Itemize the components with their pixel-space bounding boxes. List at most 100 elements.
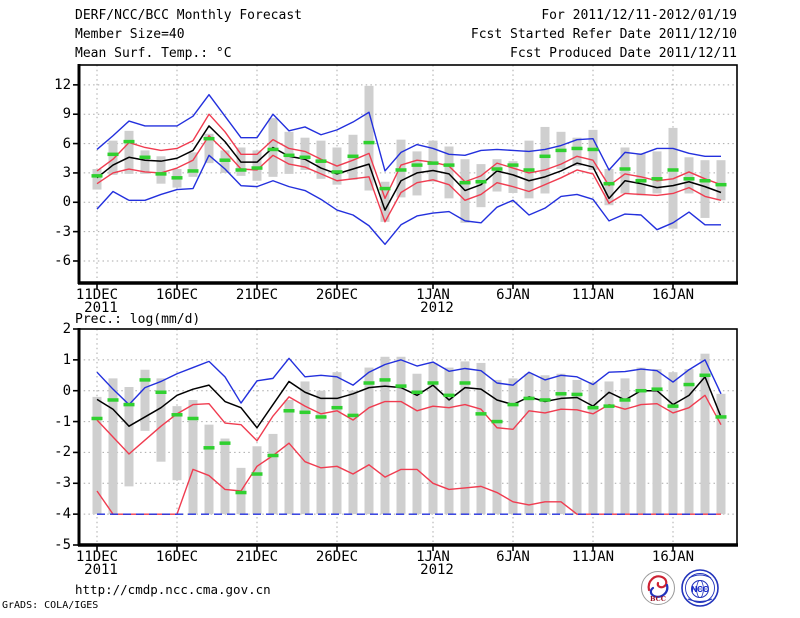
prec-member_spread_gray-bar	[396, 356, 406, 515]
prec-member_spread_gray-bar	[636, 367, 646, 515]
prec-ensemble_mean_black-line	[96, 376, 722, 429]
prec-observation_green-marker	[523, 396, 535, 401]
temp-member_spread_gray-bar	[188, 152, 198, 177]
temp-ensemble_mean_black-line	[96, 125, 722, 211]
temp-observation_green-marker	[315, 159, 327, 163]
temp-observation_green-marker	[651, 177, 663, 181]
temp-observation_green-marker	[347, 154, 359, 159]
temp-observation_green-marker	[107, 152, 119, 157]
temp-member_spread_gray-bar	[652, 151, 662, 194]
temp-observation_green-marker	[331, 170, 343, 174]
temp-blue_upper_bound-line	[96, 93, 721, 172]
bcc-logo: BCC	[641, 571, 675, 605]
prec-observation_green-marker	[107, 398, 119, 402]
temp-observation_green-marker	[699, 179, 711, 183]
prec-observation_green-marker	[203, 446, 215, 450]
source-url: http://cmdp.ncc.cma.gov.cn	[75, 582, 271, 597]
temp-member_spread_gray-bar	[124, 130, 134, 174]
temp-observation_green-marker	[411, 163, 423, 167]
member-size-label: Member Size=40	[75, 27, 185, 42]
ncc-logo-label: NCC	[691, 585, 709, 594]
temp-member_spread_gray-bar	[540, 126, 550, 194]
temp-member_spread_gray-bar	[380, 181, 390, 222]
prec-chart-title: Prec.: log(mm/d)	[75, 312, 201, 327]
prec-member_spread_gray-bar	[588, 382, 598, 515]
prec-observation_green-marker	[299, 410, 311, 415]
ncc-logo-outer-ring	[681, 569, 719, 607]
prec-member_spread_gray-bar	[508, 378, 518, 515]
prec-observation_green-marker	[683, 382, 695, 387]
prec-member_spread_gray-bar	[140, 369, 150, 431]
temp-observation_green-marker	[251, 166, 263, 170]
prec-member_spread_gray-bar	[652, 369, 662, 515]
prec-observation_green-marker	[283, 409, 295, 413]
ncc-banner	[687, 598, 713, 603]
prec-member_spread_gray-bar	[268, 433, 278, 515]
prec-observation_green-marker	[635, 388, 647, 393]
prec-member_spread_gray-bar	[428, 362, 438, 515]
temp-member_spread_gray-bar	[140, 150, 150, 174]
prec-member_spread_gray-bar	[316, 390, 326, 515]
temp-observation_green-marker	[683, 177, 695, 181]
temp-observation_green-marker	[299, 155, 311, 160]
prec-red_upper_quartile-line	[96, 394, 722, 455]
fcst-produced-label: Fcst Produced Date 2011/12/11	[510, 46, 737, 61]
temp-observation_green-marker	[507, 163, 519, 167]
ncc-logo-inner-ring	[685, 573, 715, 603]
temp-member_spread_gray-bar	[492, 159, 502, 192]
prec-member_spread_gray-bar	[348, 390, 358, 515]
temp-observation_green-marker	[283, 153, 295, 158]
prec-member_spread_gray-bar	[380, 356, 390, 515]
prec-observation_green-marker	[651, 387, 663, 391]
prec-observation_green-marker	[715, 415, 727, 419]
prec-member_spread_gray-bar	[252, 446, 262, 515]
prec-member_spread_gray-bar	[700, 353, 710, 515]
prec-member_spread_gray-bar	[684, 369, 694, 515]
temp-member_spread_gray-bar	[252, 150, 262, 181]
prec-observation_green-marker	[587, 405, 599, 410]
prec-observation_green-marker	[251, 472, 263, 476]
prec-observation_green-marker	[667, 404, 679, 408]
temp-member_spread_gray-bar	[508, 161, 518, 193]
temp-observation_green-marker	[139, 155, 151, 160]
temp-member_spread_gray-bar	[572, 137, 582, 167]
prec-member_spread_gray-bar	[604, 381, 614, 515]
prec-observation_green-marker	[347, 413, 359, 418]
prec-chart	[73, 328, 738, 551]
prec-member_spread_gray-bar	[412, 373, 422, 515]
prec-observation_green-marker	[475, 412, 487, 416]
temp-observation_green-marker	[363, 140, 375, 145]
prec-member_spread_gray-bar	[556, 373, 566, 515]
temp-member_spread_gray-bar	[476, 164, 486, 208]
temp-observation_green-marker	[459, 180, 471, 185]
temp-observation_green-marker	[379, 186, 391, 191]
temp-member_spread_gray-bar	[92, 169, 102, 190]
temp-observation_green-marker	[555, 148, 567, 153]
prec-observation_green-marker	[699, 373, 711, 378]
prec-observation_green-marker	[267, 453, 279, 458]
prec-observation_green-marker	[539, 398, 551, 402]
temp-red_lower_quartile-line	[96, 135, 722, 223]
temp-member_spread_gray-bar	[364, 85, 374, 191]
grads-credit: GrADS: COLA/IGES	[2, 600, 99, 611]
page-title: DERF/NCC/BCC Monthly Forecast	[75, 8, 302, 23]
prec-member_spread_gray-bar	[364, 367, 374, 515]
temp-observation_green-marker	[267, 147, 279, 152]
prec-observation_green-marker	[427, 381, 439, 385]
prec-member_spread_gray-bar	[156, 378, 166, 462]
temp-observation_green-marker	[603, 181, 615, 186]
temp-observation_green-marker	[715, 182, 727, 187]
temp-observation_green-marker	[619, 167, 631, 171]
bcc-logo-label: BCC	[650, 595, 666, 603]
temp-observation_green-marker	[203, 136, 215, 141]
temp-observation_green-marker	[443, 163, 455, 167]
temp-observation_green-marker	[539, 154, 551, 159]
ncc-top-arc	[688, 574, 712, 579]
prec-observation_green-marker	[315, 415, 327, 419]
temp-member_spread_gray-bar	[428, 140, 438, 182]
temp-observation_green-marker	[667, 168, 679, 172]
prec-member_spread_gray-bar	[620, 378, 630, 515]
prec-observation_green-marker	[443, 393, 455, 398]
prec-member_spread_gray-bar	[572, 379, 582, 515]
